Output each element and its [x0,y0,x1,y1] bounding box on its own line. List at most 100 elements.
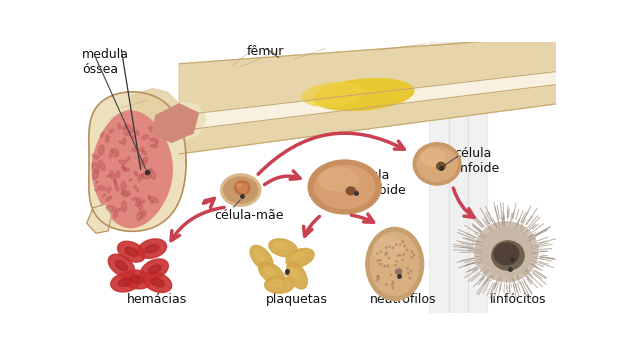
Polygon shape [179,84,556,154]
Ellipse shape [110,149,118,153]
Ellipse shape [403,254,404,255]
Text: célula-mãe: célula-mãe [214,209,283,222]
Ellipse shape [378,278,379,279]
Ellipse shape [141,200,145,203]
Ellipse shape [396,260,397,262]
Ellipse shape [92,163,99,173]
Ellipse shape [379,259,381,261]
Ellipse shape [234,181,250,195]
Ellipse shape [286,262,308,289]
Ellipse shape [140,210,146,214]
Ellipse shape [137,212,142,221]
Ellipse shape [389,246,391,247]
Ellipse shape [106,196,112,201]
Text: medula
óssea: medula óssea [82,49,129,76]
Ellipse shape [119,141,122,144]
Ellipse shape [376,279,378,281]
Ellipse shape [399,255,401,256]
Ellipse shape [135,186,136,189]
Ellipse shape [106,206,116,212]
Ellipse shape [98,161,105,171]
Ellipse shape [114,180,116,183]
Polygon shape [179,71,556,131]
Text: linfócitos: linfócitos [489,293,546,306]
Ellipse shape [151,278,164,287]
Ellipse shape [122,166,126,171]
Ellipse shape [96,181,98,183]
Ellipse shape [141,147,144,151]
Ellipse shape [404,245,405,247]
Ellipse shape [411,251,413,252]
Ellipse shape [402,241,404,242]
Ellipse shape [308,160,381,214]
Ellipse shape [413,143,461,185]
Ellipse shape [141,160,146,162]
Ellipse shape [408,272,409,274]
Polygon shape [179,36,556,115]
Ellipse shape [366,227,423,301]
Ellipse shape [138,239,167,258]
Ellipse shape [319,168,358,191]
Ellipse shape [224,177,258,203]
Ellipse shape [130,275,144,283]
Ellipse shape [118,241,145,262]
Ellipse shape [107,175,110,177]
Ellipse shape [264,266,275,275]
Text: célula
linfoide: célula linfoide [454,147,500,175]
Ellipse shape [150,170,156,179]
Ellipse shape [378,276,379,277]
Ellipse shape [126,157,130,162]
Ellipse shape [92,154,99,159]
Ellipse shape [149,126,156,133]
Ellipse shape [511,258,515,261]
Ellipse shape [265,276,294,293]
Ellipse shape [417,146,457,181]
Ellipse shape [386,283,387,285]
Ellipse shape [110,130,113,133]
Ellipse shape [138,202,143,210]
Ellipse shape [125,247,138,256]
Polygon shape [430,42,449,313]
Ellipse shape [140,157,148,167]
Ellipse shape [388,258,390,259]
Ellipse shape [141,135,148,140]
Ellipse shape [125,124,134,133]
Ellipse shape [377,260,379,262]
Ellipse shape [149,138,156,142]
Ellipse shape [377,276,378,277]
Ellipse shape [129,179,132,181]
Text: fêmur: fêmur [247,45,285,58]
Text: neutrófilos: neutrófilos [370,293,436,306]
Ellipse shape [392,247,394,249]
Ellipse shape [116,170,120,178]
Ellipse shape [115,260,128,271]
Ellipse shape [122,270,151,289]
Ellipse shape [138,202,141,205]
Ellipse shape [396,269,402,275]
Ellipse shape [124,168,130,171]
Ellipse shape [413,254,415,256]
Ellipse shape [237,184,242,187]
Ellipse shape [384,265,386,267]
Polygon shape [179,84,556,154]
Ellipse shape [149,196,159,203]
Polygon shape [89,92,186,231]
Ellipse shape [380,251,382,253]
Ellipse shape [475,222,538,282]
Ellipse shape [399,244,401,245]
Ellipse shape [122,201,126,212]
Polygon shape [449,42,468,313]
Ellipse shape [391,284,393,285]
Ellipse shape [151,144,157,147]
Polygon shape [179,36,556,115]
Ellipse shape [122,192,128,196]
Polygon shape [92,111,172,228]
Ellipse shape [303,83,364,106]
Ellipse shape [386,252,388,254]
Ellipse shape [115,184,119,191]
Ellipse shape [115,154,118,157]
Ellipse shape [102,194,105,197]
Ellipse shape [436,162,445,170]
Ellipse shape [99,145,104,155]
Ellipse shape [269,239,298,257]
